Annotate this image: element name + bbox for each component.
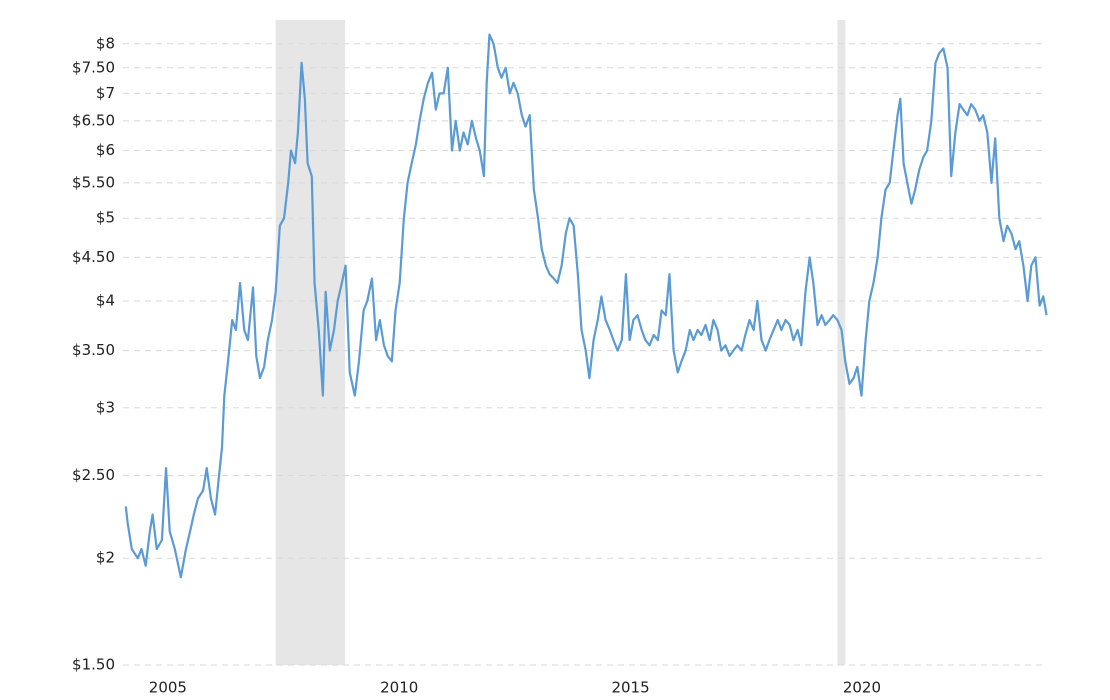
y-tick-label: $5 [96,209,115,227]
y-tick-label: $8 [96,34,115,52]
y-tick-label: $3 [96,398,115,416]
x-tick-label: 2005 [149,679,187,697]
y-tick-label: $7.50 [72,58,115,76]
y-tick-label: $3.50 [72,341,115,359]
y-tick-label: $6 [96,141,115,159]
y-tick-label: $2 [96,549,115,567]
x-tick-label: 2020 [843,679,881,697]
y-tick-label: $4.50 [72,248,115,266]
y-tick-label: $2.50 [72,466,115,484]
y-tick-label: $7 [96,84,115,102]
y-tick-label: $5.50 [72,173,115,191]
recession-band [275,20,346,665]
recession-band [837,20,846,665]
y-tick-label: $1.50 [72,656,115,674]
price-line [124,33,1048,579]
y-tick-label: $4 [96,292,115,310]
x-tick-label: 2010 [380,679,418,697]
x-tick-label: 2015 [611,679,649,697]
y-tick-label: $6.50 [72,111,115,129]
